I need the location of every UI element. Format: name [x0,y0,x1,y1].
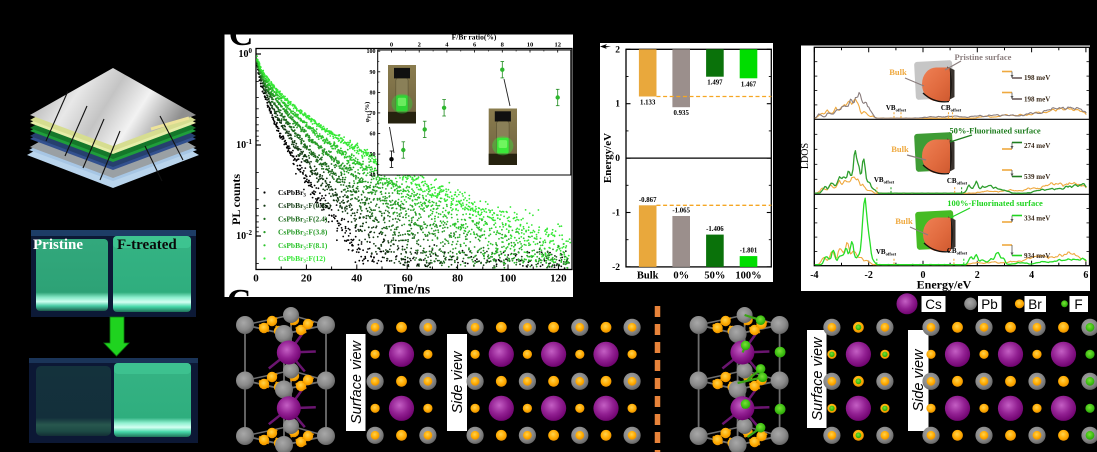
svg-text:-1.406: -1.406 [706,226,724,233]
svg-text:C: C [229,16,254,53]
svg-text:Side view: Side view [450,350,466,414]
svg-text:CsPbBr3:F(12): CsPbBr3:F(12) [278,254,326,265]
svg-text:F: F [1074,297,1082,312]
svg-text:10: 10 [527,42,534,49]
svg-text:CBoffset: CBoffset [947,247,968,256]
svg-text:φPL(%): φPL(%) [364,102,372,123]
svg-text:934 meV: 934 meV [1024,252,1050,260]
svg-text:90: 90 [370,70,376,76]
svg-text:Pristine: Pristine [33,237,83,253]
svg-text:CsPbBr3:F(3.8): CsPbBr3:F(3.8) [278,228,328,239]
svg-text:F-treated: F-treated [117,237,177,253]
svg-text:0: 0 [921,270,926,281]
svg-text:-1: -1 [612,209,620,219]
svg-text:100: 100 [367,49,376,55]
svg-text:-0.867: -0.867 [639,197,657,204]
svg-text:40: 40 [351,273,363,285]
svg-text:Cs: Cs [925,297,942,312]
svg-text:-2: -2 [612,263,620,273]
svg-text:0.935: 0.935 [674,110,690,117]
svg-text:120: 120 [550,273,567,285]
svg-text:60: 60 [402,273,414,285]
svg-text:VBoffset: VBoffset [886,104,907,113]
svg-text:40: 40 [370,173,376,179]
svg-text:0: 0 [253,273,259,285]
svg-text:4: 4 [1029,270,1034,281]
svg-text:C: C [227,283,252,320]
svg-text:-2: -2 [865,270,873,281]
svg-text:PL counts: PL counts [229,174,243,225]
svg-text:Surface view: Surface view [810,336,826,421]
svg-text:100: 100 [500,273,517,285]
svg-text:0: 0 [390,42,393,49]
svg-text:Pb: Pb [981,297,998,312]
svg-text:4: 4 [445,42,449,49]
svg-text:2: 2 [615,45,620,55]
svg-text:Time/ns: Time/ns [384,282,430,297]
svg-text:198 meV: 198 meV [1024,74,1050,82]
svg-text:Energy/eV: Energy/eV [917,278,972,292]
svg-text:CBoffset: CBoffset [947,177,968,186]
svg-text:1: 1 [615,100,620,110]
svg-text:Side view: Side view [911,348,927,412]
svg-text:50%-Fluorinated surface: 50%-Fluorinated surface [949,126,1041,136]
svg-text:80: 80 [370,90,376,96]
svg-text:LDOS: LDOS [800,143,811,169]
svg-text:CsPbBr3:F(2.4): CsPbBr3:F(2.4) [278,214,328,225]
svg-text:Bulk: Bulk [891,144,909,154]
svg-text:0: 0 [615,154,620,164]
svg-text:50%: 50% [704,271,725,282]
svg-text:100%-Fluorinated surface: 100%-Fluorinated surface [947,198,1043,208]
svg-text:Surface view: Surface view [349,339,365,424]
svg-text:CsPbBr3:F(8.1): CsPbBr3:F(8.1) [278,241,328,252]
svg-text:CBoffset: CBoffset [941,104,962,113]
svg-text:80: 80 [452,273,464,285]
svg-text:70: 70 [370,111,376,117]
svg-text:-1.801: -1.801 [740,248,758,255]
svg-text:0%: 0% [673,271,689,282]
svg-text:274 meV: 274 meV [1024,142,1050,150]
svg-text:6: 6 [1083,270,1088,281]
svg-text:CsPbBr3: CsPbBr3 [278,188,306,199]
svg-text:2: 2 [418,42,421,49]
svg-text:2: 2 [975,270,980,281]
svg-text:Bulk: Bulk [889,67,907,77]
svg-text:Bulk: Bulk [895,216,913,226]
svg-text:1.133: 1.133 [640,100,656,107]
svg-text:50: 50 [370,152,376,158]
svg-text:60: 60 [370,132,376,138]
svg-text:F/Br ratio(%): F/Br ratio(%) [452,33,497,42]
svg-text:334 meV: 334 meV [1024,215,1050,223]
svg-text:Br: Br [1028,297,1042,312]
svg-text:1.497: 1.497 [707,80,723,87]
svg-text:20: 20 [301,273,313,285]
svg-text:198 meV: 198 meV [1024,96,1050,104]
svg-text:Pristine surface: Pristine surface [955,52,1012,62]
svg-text:12: 12 [554,42,561,49]
svg-text:100%: 100% [735,271,761,282]
svg-text:VBoffset: VBoffset [874,176,895,185]
svg-text:-1.065: -1.065 [672,208,690,215]
svg-text:CsPbBr3:F(0.85): CsPbBr3:F(0.85) [278,201,332,212]
svg-text:1.467: 1.467 [741,81,757,88]
svg-text:8: 8 [501,42,505,49]
svg-text:Energy/eV: Energy/eV [602,133,614,183]
svg-text:-4: -4 [810,270,818,281]
svg-text:Bulk: Bulk [637,271,659,282]
svg-text:539 meV: 539 meV [1024,173,1050,181]
svg-text:VBoffset: VBoffset [876,248,897,257]
svg-text:6: 6 [473,42,477,49]
